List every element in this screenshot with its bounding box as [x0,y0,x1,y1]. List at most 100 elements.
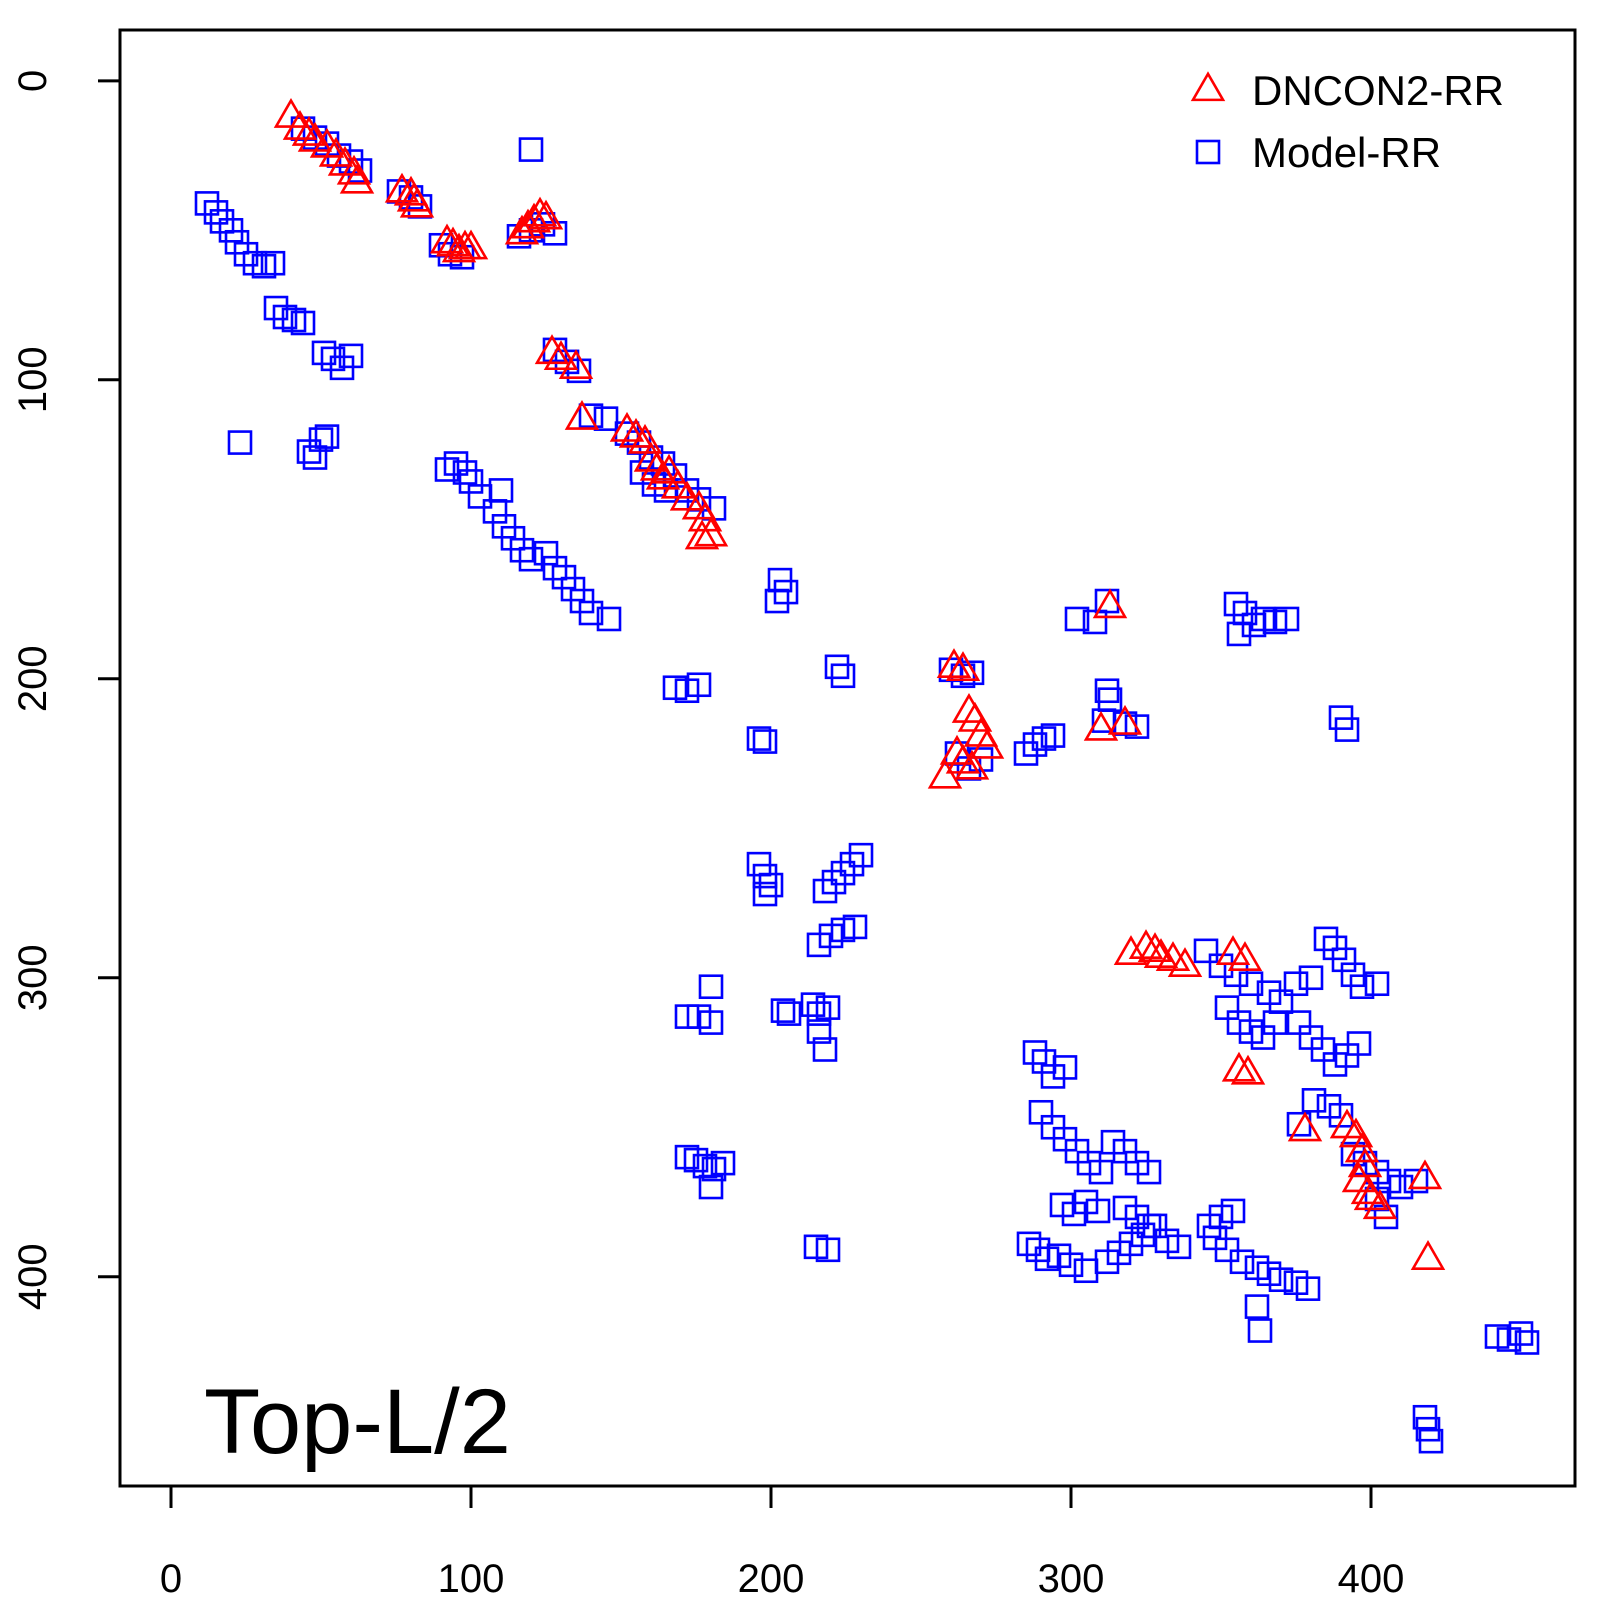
data-point-square [752,729,778,754]
data-point-square [596,606,622,632]
data-point-square [701,1156,727,1182]
data-point-triangle [954,749,990,780]
data-point-triangle [1137,932,1173,963]
data-point-triangle [609,411,645,442]
data-point-square [1016,1231,1042,1257]
data-point-square [1238,971,1264,997]
x-tick-label: 300 [1038,1557,1105,1600]
data-point-triangle [564,399,600,430]
data-point-square [1166,1234,1192,1260]
data-point-triangle [969,728,1005,759]
data-point-triangle [1107,704,1143,735]
data-point-triangle [669,480,705,511]
data-point-square [710,1150,736,1176]
y-tick-label: 200 [11,645,55,712]
data-point-square [776,1001,802,1026]
data-point-triangle [339,163,375,194]
data-point-square [806,1001,832,1026]
data-point-square [1195,139,1221,165]
data-point-square [1022,1040,1048,1065]
data-point-triangle [684,519,720,550]
x-tick-label: 200 [738,1557,805,1600]
data-point-square [290,310,316,336]
data-point-triangle [534,334,570,365]
data-point-triangle [282,109,318,140]
data-point-triangle [936,648,972,678]
data-point-triangle [1287,1111,1323,1142]
data-point-square [260,250,286,276]
data-point-square [1244,1294,1270,1319]
data-point-square [593,406,619,431]
data-point-square [311,340,337,366]
data-point-square [1247,1318,1273,1343]
data-point-triangle [1362,1189,1398,1220]
x-axis: 0 100 200 300 400 [160,1484,1404,1600]
data-point-square [758,872,784,898]
data-point-square [308,427,334,452]
x-tick-label: 0 [160,1557,182,1600]
data-point-square [1064,606,1090,632]
data-point-square [806,1019,832,1044]
data-point-square [674,1144,700,1170]
data-point-square [764,588,790,614]
data-point-triangle [543,340,579,371]
data-point-square [770,998,796,1023]
data-point-triangle [927,758,963,789]
data-point-triangle [1083,710,1119,741]
data-point-triangle [1128,929,1164,960]
data-point-square [338,149,364,174]
data-point-square [1220,1198,1246,1224]
data-point-square [1223,591,1249,617]
legend-entry: DNCON2-RR [1190,67,1504,114]
data-point-square [1274,606,1300,632]
data-point-triangle [522,196,558,227]
data-point-square [578,600,604,626]
data-point-square [1022,732,1048,757]
y-tick-label: 0 [11,70,55,92]
data-point-triangle [618,417,654,448]
data-point-square [1301,1088,1327,1113]
data-point-square [533,540,559,566]
data-point-triangle [429,223,465,254]
data-point-square [752,881,778,907]
data-point-triangle [693,516,729,547]
data-point-square [1364,971,1390,997]
data-point-square [1313,926,1339,952]
data-point-triangle [528,199,564,230]
data-point-triangle [1167,947,1203,977]
data-point-square [251,253,277,279]
data-point-square [1283,971,1309,997]
legend-label: DNCON2-RR [1252,67,1504,114]
data-point-square [752,863,778,889]
data-point-square [347,158,373,183]
data-point-square [746,726,772,751]
data-point-square [1082,609,1108,635]
data-point-triangle [1113,935,1149,966]
data-point-triangle [336,154,372,185]
data-point-square [773,579,799,605]
data-point-square [314,424,340,449]
data-point-square [815,1237,841,1263]
data-point-square [821,869,847,895]
x-tick-label: 100 [438,1557,505,1600]
data-point-triangle [441,232,477,263]
data-point-triangle [1344,1132,1380,1163]
data-point-square [242,250,268,276]
data-point-square [1403,1168,1429,1194]
data-point-triangle [1092,588,1128,619]
data-point-square [683,1147,709,1173]
series-triangle [273,97,1446,1270]
data-point-square [203,200,229,225]
data-point-square [281,307,307,333]
data-point-square [1346,1031,1372,1056]
y-tick-label: 100 [11,346,55,413]
y-tick-label: 300 [11,944,55,1011]
data-point-square [1136,1159,1162,1185]
data-point-square [443,451,469,476]
data-point-triangle [1407,1159,1443,1190]
data-point-square [566,358,592,384]
data-point-square [320,346,346,372]
data-point-square [1331,947,1357,973]
data-point-square [434,457,460,482]
